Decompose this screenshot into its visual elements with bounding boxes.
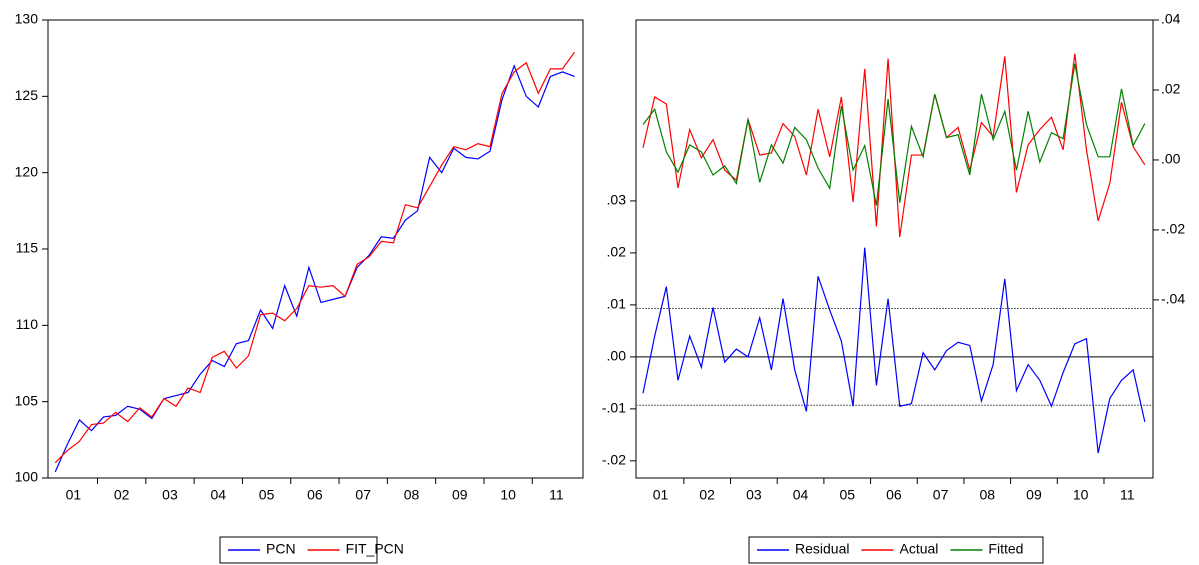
y-tick-label: -.01 — [602, 400, 626, 416]
plot-frame — [47, 19, 584, 479]
y-tick-label: -.02 — [602, 452, 626, 468]
y-tick-label: 115 — [16, 240, 39, 256]
x-tick-label: 07 — [355, 487, 371, 503]
x-tick-label: 06 — [886, 487, 902, 503]
x-tick-label: 09 — [452, 487, 468, 503]
x-tick-label: 02 — [114, 487, 130, 503]
series-line — [642, 247, 1146, 454]
legend-label: Actual — [899, 541, 938, 557]
legend-label: PCN — [266, 541, 296, 557]
series-line — [54, 51, 576, 464]
x-tick-label: 03 — [162, 487, 178, 503]
x-tick-label: 10 — [1073, 487, 1089, 503]
y-tick-label: 130 — [15, 11, 39, 27]
y2-tick-label: .04 — [1161, 11, 1181, 27]
y2-tick-label: -.02 — [1161, 221, 1185, 237]
y-tick-label: 110 — [16, 316, 39, 332]
y-tick-label: .01 — [607, 296, 627, 312]
legend-label: Fitted — [988, 541, 1023, 557]
y-tick-label: 105 — [15, 392, 39, 408]
y-tick-label: .03 — [607, 192, 627, 208]
series-line — [642, 53, 1146, 238]
x-tick-label: 06 — [307, 487, 323, 503]
y2-tick-label: -.04 — [1161, 291, 1185, 307]
legend-box — [748, 536, 1044, 564]
y-tick-label: .02 — [607, 244, 627, 260]
x-tick-label: 03 — [746, 487, 762, 503]
x-tick-label: 05 — [259, 487, 275, 503]
y-tick-label: 100 — [15, 469, 39, 485]
plot-frame — [635, 19, 1154, 479]
x-tick-label: 08 — [404, 487, 420, 503]
x-tick-label: 10 — [500, 487, 516, 503]
legend-label: Residual — [795, 541, 849, 557]
x-tick-label: 11 — [1120, 487, 1135, 503]
x-tick-label: 01 — [66, 487, 82, 503]
y2-tick-label: .00 — [1161, 151, 1181, 167]
x-tick-label: 04 — [210, 487, 226, 503]
series-line — [54, 64, 575, 473]
x-tick-label: 02 — [699, 487, 715, 503]
y2-tick-label: .02 — [1161, 81, 1181, 97]
y-tick-label: .00 — [607, 348, 627, 364]
y-tick-label: 125 — [15, 87, 39, 103]
series-line — [642, 63, 1146, 206]
x-tick-label: 04 — [793, 487, 809, 503]
y-tick-label: 120 — [15, 163, 39, 179]
x-tick-label: 09 — [1026, 487, 1042, 503]
x-tick-label: 05 — [839, 487, 855, 503]
x-tick-label: 08 — [979, 487, 995, 503]
x-tick-label: 01 — [653, 487, 669, 503]
x-tick-label: 07 — [933, 487, 949, 503]
x-tick-label: 11 — [549, 487, 564, 503]
legend-label: FIT_PCN — [346, 541, 404, 557]
